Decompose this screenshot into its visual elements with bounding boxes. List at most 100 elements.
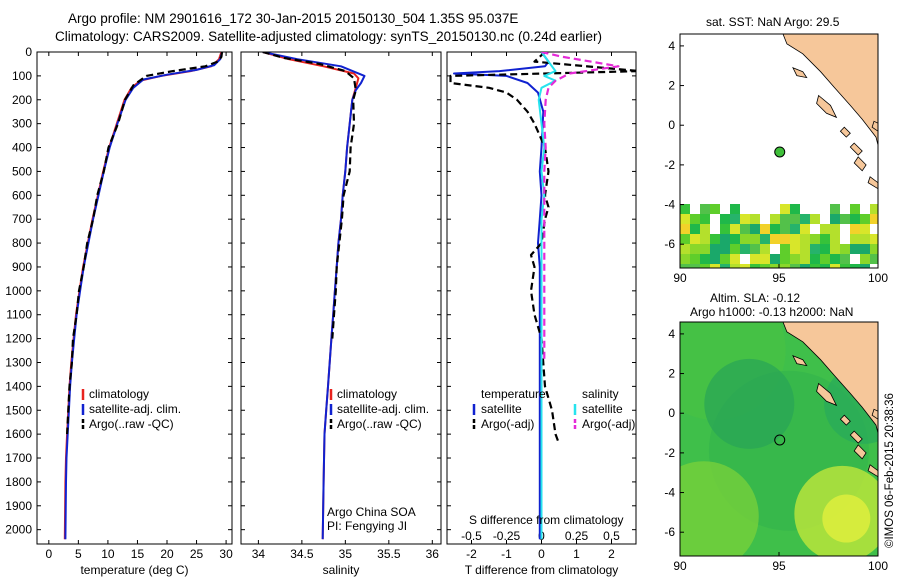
y-tick-label: 1900 bbox=[5, 499, 32, 513]
sst-cell bbox=[800, 254, 810, 264]
sst-cell bbox=[700, 204, 710, 214]
legend-label: satellite-adj. clim. bbox=[89, 402, 181, 416]
sst-cell bbox=[760, 234, 770, 244]
island bbox=[816, 382, 838, 407]
y-tick-label: 800 bbox=[12, 236, 32, 250]
y-tick-label: -6 bbox=[664, 237, 675, 251]
y-tick-label: 1000 bbox=[5, 284, 32, 298]
island bbox=[867, 464, 878, 478]
x-tick-label: 100 bbox=[868, 559, 888, 573]
x-axis-label: temperature (deg C) bbox=[80, 563, 188, 577]
island bbox=[853, 156, 867, 172]
y-tick-label: 1600 bbox=[5, 427, 32, 441]
figure-title-line1: Argo profile: NM 2901616_172 30-Jan-2015… bbox=[68, 11, 518, 26]
island bbox=[792, 354, 808, 367]
sst-cell bbox=[720, 254, 730, 264]
x-tick-label: 35 bbox=[339, 547, 353, 561]
sst-cell bbox=[790, 224, 800, 234]
sst-cell bbox=[730, 244, 740, 254]
y-tick-label: 1300 bbox=[5, 355, 32, 369]
top-tick-label: 0.5 bbox=[603, 529, 620, 543]
sst-cell bbox=[700, 244, 710, 254]
island bbox=[871, 120, 878, 132]
sst-cell bbox=[870, 244, 878, 254]
y-tick-label: 1500 bbox=[5, 403, 32, 417]
sst-cell bbox=[810, 234, 820, 244]
sst-cell bbox=[780, 244, 790, 254]
sst-cell bbox=[790, 204, 800, 214]
sst-cell bbox=[830, 254, 840, 264]
x-tick-label: 10 bbox=[101, 547, 115, 561]
sst-cell bbox=[810, 214, 820, 224]
sst-cell bbox=[850, 264, 860, 268]
sst-cell bbox=[710, 264, 720, 268]
island bbox=[849, 430, 863, 444]
sst-cell bbox=[690, 214, 700, 224]
sst-cell bbox=[680, 234, 690, 244]
x-axis-label: salinity bbox=[323, 563, 360, 577]
y-tick-label: 0 bbox=[25, 45, 32, 59]
plot-frame bbox=[36, 51, 233, 545]
sst-cell bbox=[680, 214, 690, 224]
legend-title-temperature: temperature bbox=[481, 387, 546, 401]
x-tick-label: 20 bbox=[160, 547, 174, 561]
y-tick-label: -2 bbox=[664, 158, 675, 172]
y-tick-label: -4 bbox=[664, 198, 675, 212]
sst-cell bbox=[720, 214, 730, 224]
series-line-satellite-adj-clim- bbox=[262, 52, 366, 540]
island bbox=[853, 444, 867, 460]
difference-profile-panel: -2 -1 0 1 2-0.5 -0.25 0 0.25 0.5T difference fro… bbox=[446, 51, 637, 577]
sst-cell bbox=[700, 234, 710, 244]
y-tick-label: 2 bbox=[668, 367, 675, 381]
x-axis-label: T difference from climatology bbox=[465, 563, 619, 577]
y-tick-label: -6 bbox=[664, 525, 675, 539]
x-tick-label: 95 bbox=[772, 271, 786, 285]
sst-cell bbox=[710, 244, 720, 254]
y-tick-label: -2 bbox=[664, 446, 675, 460]
island bbox=[849, 142, 863, 156]
sst-cell bbox=[780, 204, 790, 214]
sst-cell bbox=[720, 244, 730, 254]
sumatra-land bbox=[782, 34, 878, 146]
legend-label: Argo(..raw -QC) bbox=[89, 417, 174, 431]
x-tick-label: 2 bbox=[608, 547, 615, 561]
s-difference-axis-label: S difference from climatology bbox=[469, 513, 624, 527]
series-layer bbox=[449, 52, 636, 540]
x-tick-label: -2 bbox=[466, 547, 477, 561]
argo-position-marker bbox=[774, 146, 786, 158]
sst-cell bbox=[680, 264, 690, 268]
y-tick-label: 300 bbox=[12, 117, 32, 131]
legend-label: satellite bbox=[481, 402, 522, 416]
sst-cell bbox=[830, 204, 840, 214]
sst-cell bbox=[860, 254, 870, 264]
sst-cell bbox=[740, 244, 750, 254]
y-tick-label: -4 bbox=[664, 486, 675, 500]
sst-cell bbox=[810, 244, 820, 254]
legend-title-salinity: salinity bbox=[582, 387, 619, 401]
sst-cell bbox=[870, 234, 878, 244]
sst-cell bbox=[860, 214, 870, 224]
sst-cell bbox=[860, 244, 870, 254]
sst-cell bbox=[730, 224, 740, 234]
legend-label: Argo(..raw -QC) bbox=[337, 417, 422, 431]
x-tick-label: 34.5 bbox=[290, 547, 314, 561]
sst-cell bbox=[780, 254, 790, 264]
sst-cell bbox=[820, 224, 830, 234]
sla-map-title: Altim. SLA: -0.12 bbox=[710, 291, 800, 305]
x-tick-label: 0 bbox=[45, 547, 52, 561]
sst-cell bbox=[830, 224, 840, 234]
sst-cell bbox=[690, 264, 700, 268]
sst-cell bbox=[790, 214, 800, 224]
sst-cell bbox=[870, 254, 878, 264]
sst-cell bbox=[730, 264, 740, 268]
argo-position-marker bbox=[774, 434, 786, 446]
sst-cell bbox=[750, 214, 760, 224]
plot-frame bbox=[240, 51, 442, 545]
y-tick-label: 1700 bbox=[5, 451, 32, 465]
series-line-climatology bbox=[262, 52, 360, 540]
sst-cell bbox=[680, 244, 690, 254]
x-tick-label: 34 bbox=[252, 547, 266, 561]
x-tick-label: 95 bbox=[772, 559, 786, 573]
sst-cell bbox=[760, 224, 770, 234]
